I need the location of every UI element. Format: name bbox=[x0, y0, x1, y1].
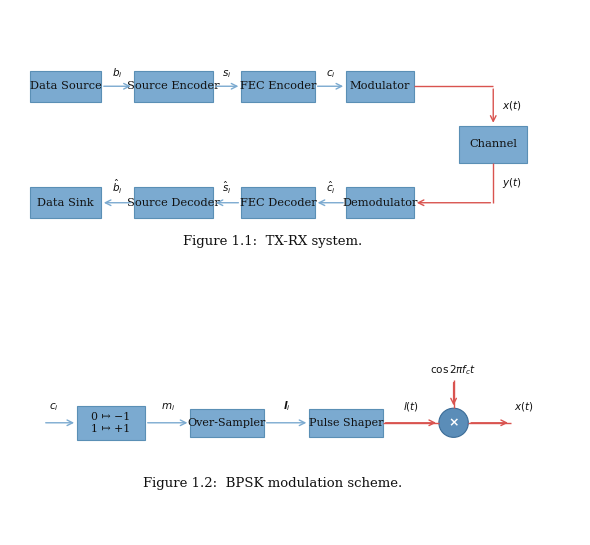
FancyBboxPatch shape bbox=[30, 187, 101, 218]
Text: $y(t)$: $y(t)$ bbox=[502, 176, 522, 190]
FancyBboxPatch shape bbox=[309, 409, 383, 437]
FancyBboxPatch shape bbox=[241, 187, 315, 218]
Text: $b_i$: $b_i$ bbox=[112, 66, 123, 80]
Text: $l(t)$: $l(t)$ bbox=[403, 401, 419, 414]
Text: $c_i$: $c_i$ bbox=[50, 402, 59, 414]
Text: Source Decoder: Source Decoder bbox=[127, 198, 219, 208]
Text: $c_i$: $c_i$ bbox=[326, 68, 335, 80]
Text: Channel: Channel bbox=[469, 139, 517, 149]
FancyBboxPatch shape bbox=[190, 409, 264, 437]
FancyBboxPatch shape bbox=[346, 71, 414, 102]
FancyBboxPatch shape bbox=[133, 187, 213, 218]
Text: Over-Sampler: Over-Sampler bbox=[188, 418, 266, 428]
Text: $x(t)$: $x(t)$ bbox=[502, 99, 522, 112]
FancyBboxPatch shape bbox=[30, 71, 101, 102]
Text: Modulator: Modulator bbox=[350, 81, 410, 91]
Text: Data Sink: Data Sink bbox=[37, 198, 94, 208]
FancyBboxPatch shape bbox=[133, 71, 213, 102]
Text: Source Encoder: Source Encoder bbox=[127, 81, 219, 91]
Text: $\hat{c}_i$: $\hat{c}_i$ bbox=[326, 180, 335, 196]
Text: 0 ↦ −1
1 ↦ +1: 0 ↦ −1 1 ↦ +1 bbox=[91, 412, 130, 434]
FancyBboxPatch shape bbox=[459, 125, 527, 163]
FancyBboxPatch shape bbox=[346, 187, 414, 218]
Text: Demodulator: Demodulator bbox=[342, 198, 418, 208]
Text: $\boldsymbol{l}_i$: $\boldsymbol{l}_i$ bbox=[283, 399, 290, 414]
Text: Pulse Shaper: Pulse Shaper bbox=[309, 418, 384, 428]
Text: Figure 1.1:  TX-RX system.: Figure 1.1: TX-RX system. bbox=[183, 235, 362, 248]
Ellipse shape bbox=[439, 408, 468, 437]
Text: $\hat{s}_i$: $\hat{s}_i$ bbox=[222, 180, 232, 196]
FancyBboxPatch shape bbox=[241, 71, 315, 102]
Text: $s_i$: $s_i$ bbox=[222, 68, 232, 80]
Text: Data Source: Data Source bbox=[30, 81, 101, 91]
Text: $\cos 2\pi f_c t$: $\cos 2\pi f_c t$ bbox=[431, 364, 477, 377]
Text: Figure 1.2:  BPSK modulation scheme.: Figure 1.2: BPSK modulation scheme. bbox=[143, 477, 402, 490]
Text: $\mathbf{\times}$: $\mathbf{\times}$ bbox=[448, 416, 459, 429]
FancyBboxPatch shape bbox=[77, 406, 145, 440]
Text: $x(t)$: $x(t)$ bbox=[514, 401, 533, 414]
Text: $m_i$: $m_i$ bbox=[160, 402, 175, 414]
Text: FEC Encoder: FEC Encoder bbox=[240, 81, 316, 91]
Text: $\hat{b}_i$: $\hat{b}_i$ bbox=[112, 178, 123, 196]
Text: FEC Decoder: FEC Decoder bbox=[240, 198, 316, 208]
